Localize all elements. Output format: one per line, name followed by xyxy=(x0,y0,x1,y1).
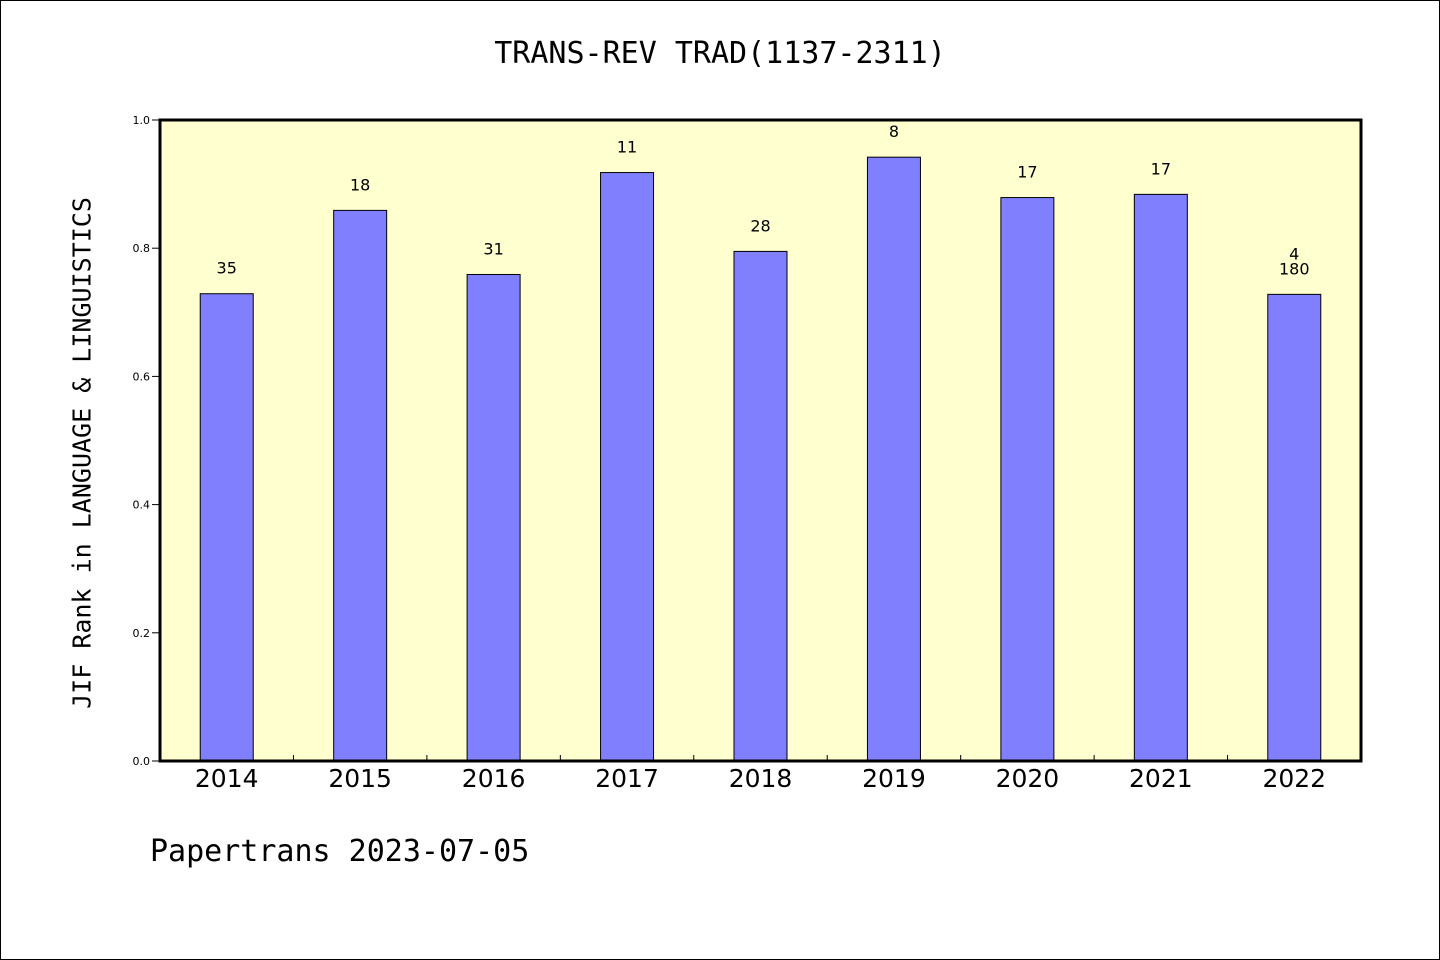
bar-value-label: 17 xyxy=(1017,163,1037,182)
bar xyxy=(1000,197,1055,762)
x-tick-label: 2021 xyxy=(1129,764,1193,793)
x-tick-label: 2014 xyxy=(195,764,259,793)
bar-value-label: 31 xyxy=(483,239,503,258)
bar xyxy=(466,273,521,762)
y-tick-label: 0.2 xyxy=(133,627,151,640)
x-tick-label: 2020 xyxy=(996,764,1060,793)
chart-title: TRANS-REV TRAD(1137-2311) xyxy=(494,36,946,71)
footer-credit: Papertrans 2023-07-05 xyxy=(150,834,530,869)
y-tick-label: 0.4 xyxy=(133,499,151,512)
bar-value-label: 4 xyxy=(1289,244,1299,263)
bar-value-label: 28 xyxy=(750,216,770,235)
bar-value-label: 180 xyxy=(1279,259,1310,278)
bar-value-label: 11 xyxy=(617,138,637,157)
bar-value-label: 8 xyxy=(889,122,899,141)
bar xyxy=(733,250,788,762)
y-tick-label: 0.6 xyxy=(133,370,151,383)
y-tick-label: 0.8 xyxy=(133,242,151,255)
bar xyxy=(866,156,921,762)
y-tick-label: 1.0 xyxy=(133,114,151,127)
x-tick-label: 2015 xyxy=(328,764,392,793)
bar xyxy=(1267,293,1322,762)
x-tick-label: 2018 xyxy=(729,764,793,793)
x-tick-label: 2016 xyxy=(462,764,526,793)
bar-value-label: 18 xyxy=(350,175,370,194)
bar xyxy=(1133,193,1188,762)
bar xyxy=(333,209,388,762)
bar-value-label: 17 xyxy=(1151,159,1171,178)
plot-border xyxy=(158,118,1363,763)
y-tick-label: 0.0 xyxy=(133,755,151,768)
x-tick-label: 2019 xyxy=(862,764,926,793)
x-tick-label: 2022 xyxy=(1262,764,1326,793)
bar xyxy=(199,293,254,762)
x-tick-label: 2017 xyxy=(595,764,659,793)
bar-value-label: 35 xyxy=(217,259,237,278)
bar xyxy=(600,172,655,762)
